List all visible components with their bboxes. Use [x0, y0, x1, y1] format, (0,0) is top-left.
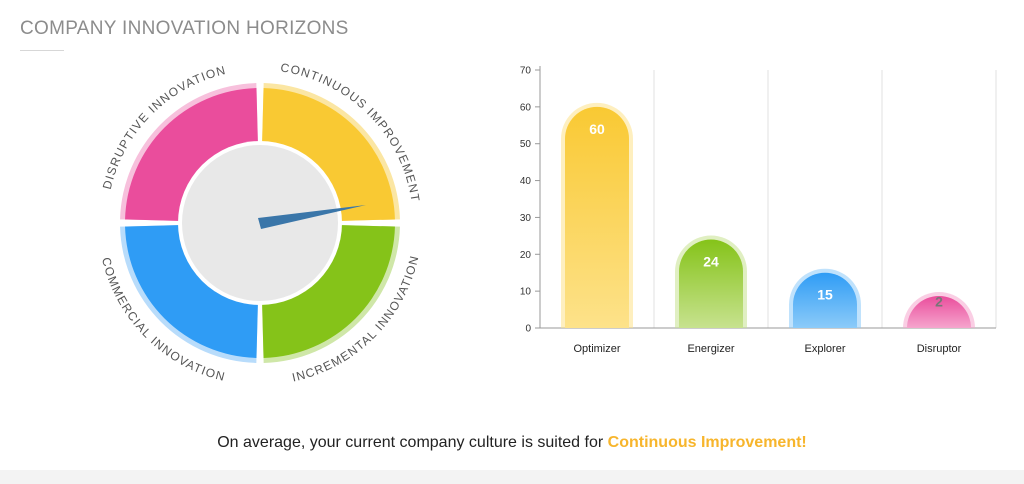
gauge-segment-continuous-improvement	[262, 88, 395, 221]
bar-value-label: 24	[703, 254, 719, 270]
bar-optimizer[interactable]	[565, 106, 629, 328]
bar-disruptor[interactable]	[907, 296, 971, 328]
x-tick-label: Explorer	[805, 343, 846, 355]
profile-bar-chart: 0 10 20 30 40 50 60 70 60 Optimizer 24 Energizer 15 E…	[520, 66, 997, 355]
bar-energizer[interactable]	[679, 239, 743, 328]
gauge-segment-incremental-innovation	[262, 225, 395, 358]
summary-prefix: On average, your current company culture…	[217, 434, 608, 451]
gauge-needle	[258, 205, 366, 229]
bar-value-label: 2	[935, 294, 943, 310]
y-tick-label: 20	[520, 250, 532, 261]
y-tick-label: 60	[520, 102, 532, 113]
bar-value-label: 60	[589, 121, 605, 137]
content-panel: COMPANY INNOVATION HORIZONS CONTINUOUS I…	[0, 0, 1024, 470]
summary-highlight: Continuous Improvement!	[607, 434, 807, 451]
y-tick-label: 70	[520, 66, 532, 77]
y-tick-label: 10	[520, 287, 532, 298]
bar-value-label: 15	[817, 287, 833, 303]
gauge-segment-disruptive-innovation	[125, 88, 258, 221]
y-tick-label: 30	[520, 213, 532, 224]
title-underline	[20, 50, 64, 51]
summary-text: On average, your current company culture…	[0, 434, 1024, 452]
bar-explorer[interactable]	[793, 272, 857, 328]
gauge-segment-commercial-innovation	[125, 225, 258, 358]
y-tick-label: 0	[525, 324, 531, 335]
y-tick-label: 40	[520, 176, 532, 187]
x-tick-label: Optimizer	[573, 343, 620, 355]
page-title: COMPANY INNOVATION HORIZONS	[20, 18, 349, 39]
x-tick-label: Energizer	[687, 343, 734, 355]
y-tick-label: 50	[520, 139, 532, 150]
x-tick-label: Disruptor	[917, 343, 962, 355]
